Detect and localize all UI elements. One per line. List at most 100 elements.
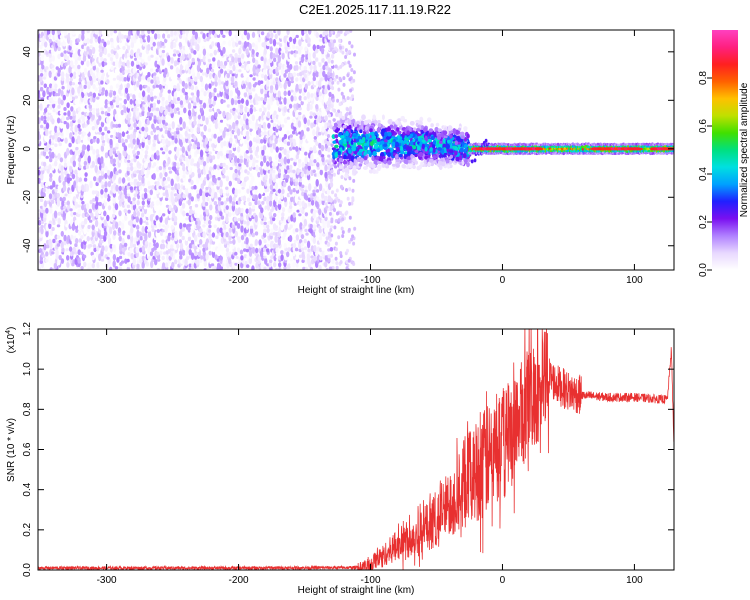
spectrogram-cell	[298, 213, 302, 217]
spectrogram-cell	[49, 172, 53, 179]
spectrogram-cell	[277, 188, 282, 194]
spectrogram-cell	[345, 30, 349, 34]
spectrogram-cell	[144, 233, 148, 242]
spectrogram-cell	[225, 186, 229, 190]
spectrogram-cell	[92, 148, 96, 155]
spectrogram-cell	[124, 250, 128, 256]
spectrogram-cell	[184, 185, 189, 189]
spectrogram-cell	[151, 213, 155, 217]
spectrogram-cell	[69, 120, 74, 128]
spectrogram-cell	[78, 128, 82, 132]
spectrogram-cell	[138, 98, 142, 105]
spectrogram-cell	[107, 53, 111, 58]
spectrogram-cell	[95, 42, 99, 51]
spectrogram-cell	[77, 184, 82, 193]
spectrogram-cell	[94, 123, 99, 130]
spectrogram-cell	[259, 80, 264, 84]
spectrogram-cell	[318, 91, 322, 97]
spectrogram-cell	[329, 78, 333, 83]
spectrogram-cell	[269, 85, 274, 91]
spectrogram-cell	[99, 51, 103, 58]
spectrogram-cell	[40, 224, 44, 229]
spectrogram-cell	[229, 104, 233, 109]
spectrogram-cell	[53, 101, 58, 105]
spectrogram-cell	[83, 88, 87, 94]
spectrogram-cell	[60, 90, 64, 97]
spectrogram-cell	[266, 111, 271, 119]
spectrogram-cell	[238, 163, 242, 167]
spectrogram-cell	[202, 191, 206, 198]
spectrogram-cell	[228, 195, 233, 203]
spectrogram-cell	[101, 60, 105, 67]
spectrogram-cell	[58, 254, 62, 261]
spectrogram-cell	[304, 212, 309, 217]
spectrogram-cell	[304, 151, 308, 156]
spectrogram-cell	[315, 179, 319, 187]
spectrogram-cell	[118, 210, 122, 217]
spectrogram-cell	[187, 199, 191, 206]
spectrogram-cell	[234, 168, 238, 174]
spectrogram-cell	[126, 185, 130, 190]
spectrogram-cell	[155, 68, 159, 73]
spectrogram-cell	[70, 267, 74, 270]
spectrogram-cell	[118, 169, 122, 174]
spectrogram-cell	[38, 197, 41, 202]
spectrogram-cell	[252, 87, 256, 92]
spectrogram-cell	[109, 266, 113, 270]
spectrogram-cell	[225, 131, 230, 136]
spectrogram-cell	[133, 128, 138, 133]
spectrogram-cell	[286, 153, 290, 160]
spectrogram-cell	[202, 102, 207, 109]
spectrogram-cell	[340, 226, 344, 231]
spectrogram-cell	[336, 211, 339, 216]
spectrogram-cell	[352, 178, 356, 183]
spectrogram-cell	[86, 144, 91, 152]
spectrogram-cell	[277, 238, 281, 246]
spectrogram-cell	[327, 254, 331, 259]
spectrogram-cell	[225, 164, 229, 171]
spectrogram-cell	[309, 115, 313, 119]
spectrogram-cell	[346, 73, 350, 78]
spectrogram-cell	[272, 38, 277, 47]
spectrogram-cell	[280, 223, 284, 231]
spectrogram-cell	[91, 30, 96, 34]
spectrogram-cell	[138, 165, 142, 169]
spectrogram-cell	[133, 170, 137, 174]
spectrogram-cell	[286, 251, 290, 258]
spectrogram-cell	[122, 119, 126, 125]
spectrogram-cell	[213, 191, 218, 198]
spectrogram-cell	[45, 122, 50, 130]
spectrogram-cell	[157, 130, 161, 135]
spectrogram-cell	[318, 183, 323, 192]
spectrogram-cell	[176, 50, 180, 55]
spectrogram-cell	[139, 247, 143, 253]
spectrogram-cell	[315, 112, 320, 116]
spectrogram-cell	[231, 40, 236, 48]
spectrogram-cell	[213, 104, 218, 113]
spectrogram-cell	[88, 208, 93, 214]
spectrogram-cell	[124, 86, 129, 94]
spectrogram-cell	[112, 158, 117, 164]
spectrogram-cell	[330, 59, 334, 64]
spectrogram-cell	[138, 244, 142, 248]
spectrogram-cell	[232, 143, 236, 148]
spectrogram-cell	[112, 219, 117, 224]
spectrogram-cell	[171, 127, 175, 133]
spectrogram-cell	[289, 63, 293, 70]
spectrogram-cell	[151, 185, 155, 190]
spectrogram-cell	[219, 188, 223, 196]
spectrogram-cell	[115, 170, 119, 176]
spectrogram-cell	[129, 104, 133, 108]
spectrogram-cell	[353, 226, 357, 231]
spectrogram-cell	[124, 69, 128, 74]
spectrogram-cell	[110, 239, 115, 244]
spectrogram-cell	[337, 32, 341, 37]
spectrogram-cell	[336, 98, 340, 103]
spectrogram-cell	[57, 97, 62, 105]
spectrogram-cell	[43, 212, 47, 219]
spectrogram-cell	[107, 219, 112, 227]
spectrogram-cell	[155, 242, 159, 249]
spectrogram-cell	[275, 47, 279, 55]
spectrogram-cell	[147, 55, 151, 62]
spectrogram-cell	[100, 135, 105, 141]
